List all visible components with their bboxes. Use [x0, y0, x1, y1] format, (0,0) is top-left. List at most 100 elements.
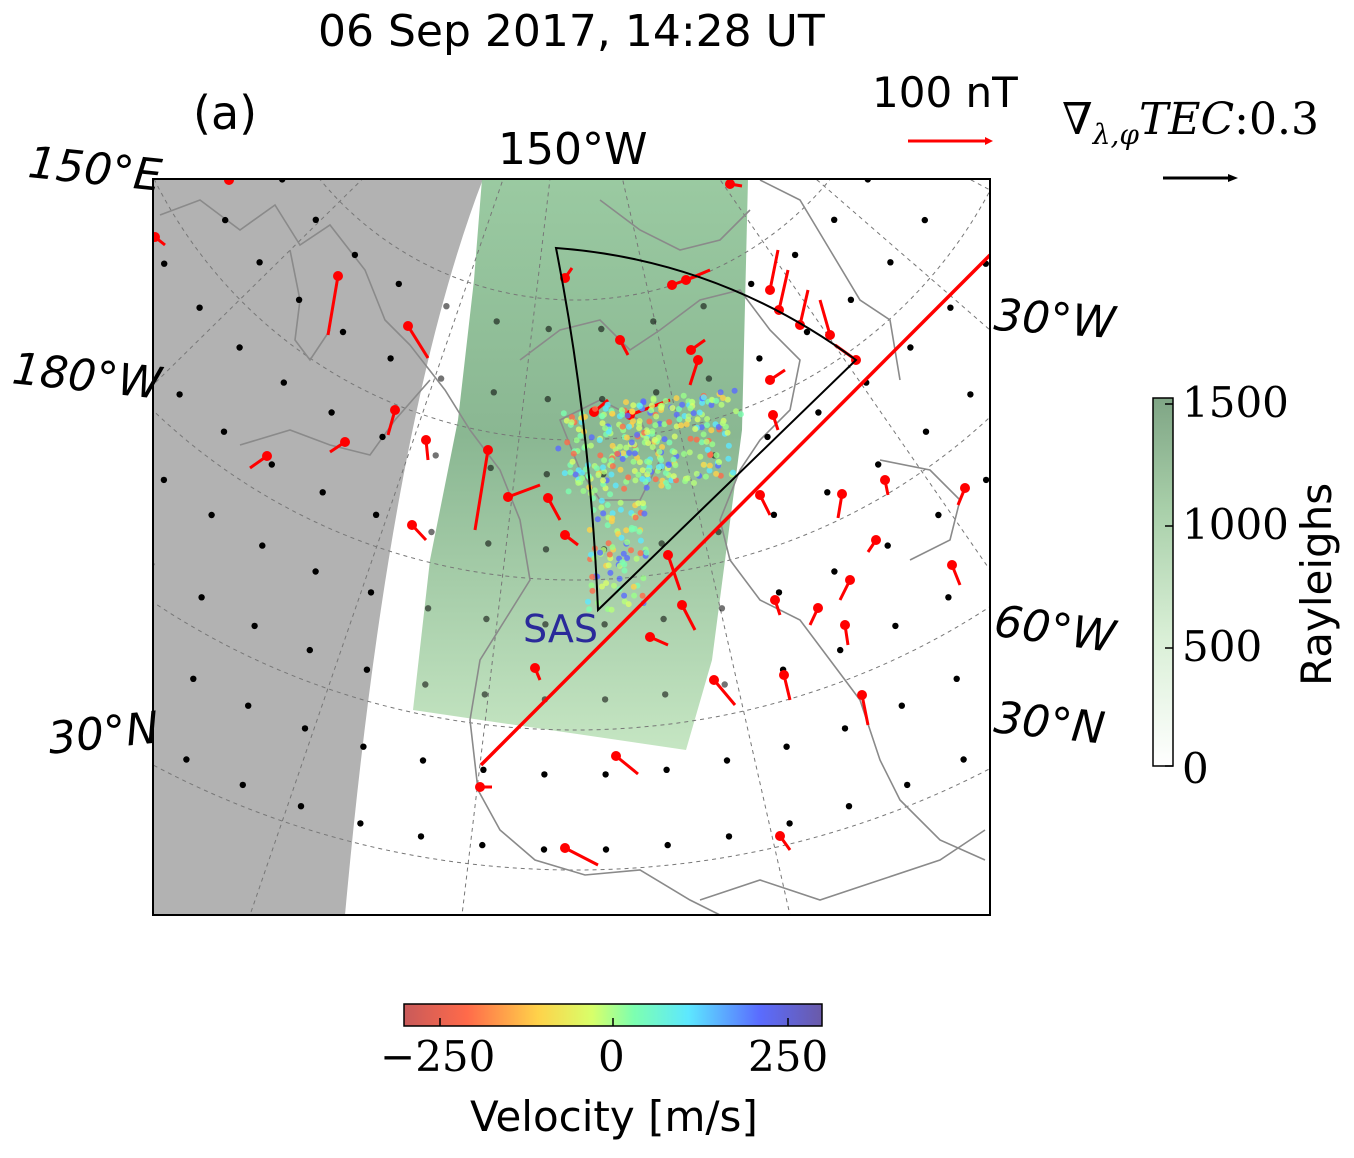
station-dot [443, 303, 450, 310]
mag-vector-origin [475, 782, 485, 792]
velocity-point [597, 549, 604, 556]
station-dot [160, 476, 168, 484]
panel-label: (a) [193, 86, 258, 140]
velocity-point [649, 444, 656, 450]
velocity-point [589, 573, 596, 580]
velocity-point [681, 451, 687, 457]
velocity-point [568, 419, 575, 426]
velocity-point [602, 425, 609, 432]
station-dot [837, 646, 844, 654]
velocity-point [626, 423, 632, 430]
velocity-point [698, 439, 705, 446]
velocity-point [658, 457, 665, 464]
velocity-point [662, 398, 669, 404]
velocity-point [717, 472, 724, 479]
velocity-point [636, 459, 643, 466]
station-dot [921, 216, 928, 224]
mag-vector-origin [765, 285, 775, 295]
velocity-point [567, 469, 574, 476]
velocity-point [635, 500, 642, 507]
velocity-point [572, 471, 579, 478]
station-dot [379, 433, 386, 441]
station-dot [301, 725, 309, 732]
station-dots [153, 179, 990, 853]
velocity-point [575, 479, 582, 486]
mag-vector-origin [779, 670, 789, 680]
velocity-point [691, 480, 697, 486]
velocity-point [641, 510, 648, 517]
station-dot [982, 476, 990, 484]
station-dot [437, 375, 445, 382]
velocity-point [597, 452, 604, 459]
velocity-point [631, 450, 638, 457]
velocity-point [575, 426, 582, 433]
mag-vector-origin [262, 451, 272, 461]
station-dot [967, 391, 974, 398]
velocity-point [588, 434, 595, 441]
ray-tick-1500: 1500 [1182, 378, 1289, 427]
velocity-point [585, 598, 591, 605]
mag-scale-label: 100 nT [872, 68, 1018, 117]
station-dot [541, 771, 548, 778]
station-dot [357, 820, 364, 827]
station-dot [360, 743, 367, 750]
station-dot [841, 725, 849, 732]
velocity-point [600, 464, 606, 471]
velocity-point [577, 432, 584, 439]
station-dot [935, 511, 942, 519]
velocity-point [561, 470, 568, 477]
velocity-point [608, 471, 615, 478]
velocity-point [643, 484, 650, 491]
station-dot [705, 375, 713, 382]
station-dot [351, 251, 359, 259]
tec-scale-label: ∇λ,φTEC:0.3 [1062, 94, 1319, 151]
mag-vector-origin [960, 483, 970, 493]
velocity-point [606, 551, 613, 558]
velocity-point [648, 407, 655, 414]
mag-vector-origin [483, 445, 493, 455]
velocity-point [618, 534, 625, 541]
radar-fov-outline [554, 246, 858, 613]
mag-vector-origin [403, 321, 413, 331]
station-dot [887, 259, 894, 266]
velocity-point [639, 592, 646, 599]
mag-vector-origin [765, 375, 775, 385]
station-dot [432, 452, 439, 459]
velocity-point [632, 477, 639, 484]
velocity-point [666, 439, 673, 446]
station-dot [190, 675, 197, 682]
mag-vector-origin [611, 751, 621, 761]
velocity-point [706, 462, 713, 469]
station-dot [775, 589, 783, 596]
velocity-point [593, 465, 600, 472]
velocity-point [586, 606, 593, 613]
mag-vector-origin [407, 520, 417, 530]
velocity-point [609, 515, 616, 522]
velocity-point [620, 550, 627, 557]
velocity-point [600, 477, 607, 484]
night-shade [153, 179, 483, 915]
station-dot [723, 757, 731, 764]
station-dot [542, 621, 549, 628]
figure-title: 06 Sep 2017, 14:28 UT [318, 6, 825, 57]
station-dot [884, 542, 891, 549]
station-dot [662, 691, 669, 698]
mag-vector-origin [503, 492, 513, 502]
station-dot [312, 568, 319, 575]
velocity-point [700, 461, 707, 468]
mag-vector-origin [768, 410, 778, 420]
velocity-point [692, 426, 699, 432]
velocity-point [725, 455, 732, 462]
velocity-point [698, 424, 705, 431]
station-dot [387, 355, 394, 362]
velocity-point [673, 411, 680, 418]
station-dot [718, 605, 726, 612]
velocity-point [716, 459, 723, 466]
station-dot [485, 540, 492, 547]
velocity-point [630, 418, 636, 425]
velocity-point [625, 474, 632, 481]
mag-vector-origin [825, 330, 835, 340]
mag-vector-origin [837, 489, 847, 499]
mag-vector-origin [530, 663, 540, 673]
station-dot [599, 395, 606, 403]
